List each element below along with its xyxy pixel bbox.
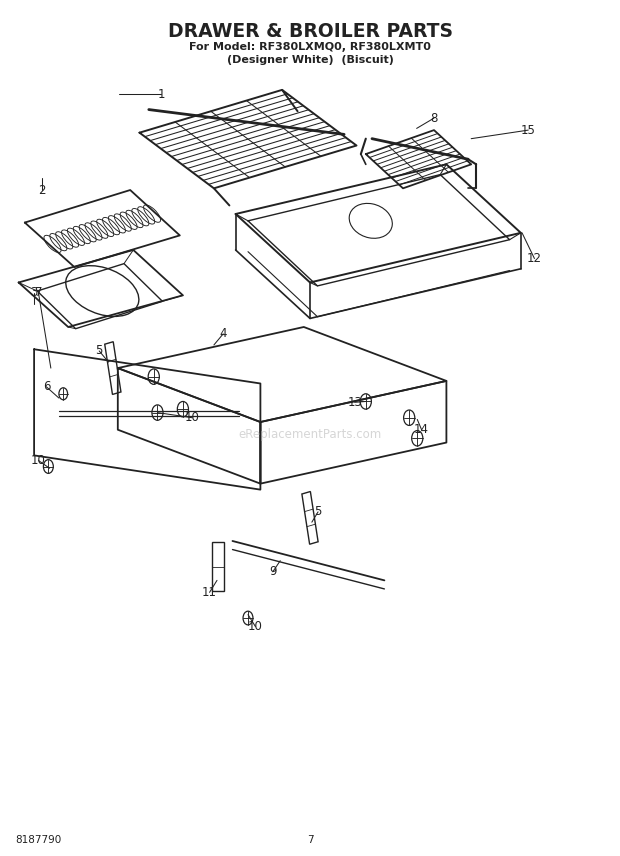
Text: 13: 13 [347, 395, 362, 409]
Text: 11: 11 [202, 586, 217, 599]
Text: 12: 12 [527, 252, 542, 265]
Text: 2: 2 [38, 183, 46, 197]
Text: 10: 10 [248, 620, 263, 633]
Text: 5: 5 [314, 505, 322, 519]
Text: 15: 15 [521, 123, 536, 137]
Text: 1: 1 [157, 87, 165, 101]
Text: 10: 10 [185, 411, 200, 425]
Text: 6: 6 [43, 380, 50, 394]
Text: 5: 5 [95, 344, 103, 358]
Text: (Designer White)  (Biscuit): (Designer White) (Biscuit) [226, 55, 394, 65]
Text: For Model: RF380LXMQ0, RF380LXMT0: For Model: RF380LXMQ0, RF380LXMT0 [189, 42, 431, 52]
Text: 14: 14 [414, 423, 429, 437]
Text: 7: 7 [35, 286, 42, 300]
Text: eReplacementParts.com: eReplacementParts.com [238, 428, 382, 442]
Text: 9: 9 [269, 565, 277, 579]
Text: 8187790: 8187790 [16, 835, 62, 845]
Text: 10: 10 [31, 454, 46, 467]
Text: 7: 7 [307, 835, 313, 845]
Text: 8: 8 [430, 111, 438, 125]
Text: 4: 4 [219, 327, 227, 341]
Text: DRAWER & BROILER PARTS: DRAWER & BROILER PARTS [167, 22, 453, 41]
Bar [212, 542, 224, 591]
Text: 3: 3 [30, 286, 38, 300]
